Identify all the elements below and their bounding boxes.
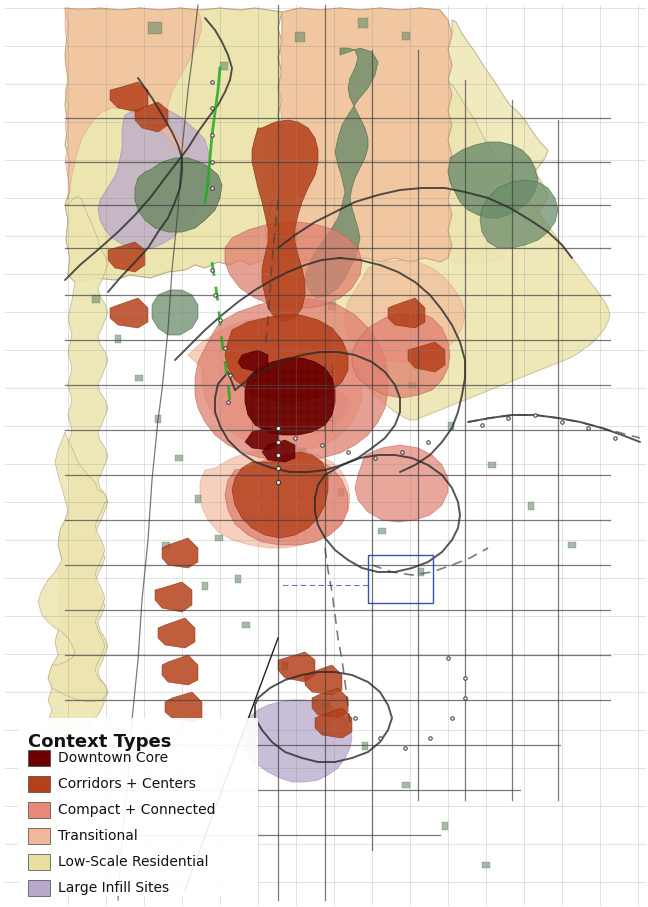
Polygon shape <box>305 48 378 298</box>
Bar <box>235 575 241 583</box>
Bar <box>92 295 100 303</box>
Bar <box>242 622 250 628</box>
Polygon shape <box>232 452 328 538</box>
Text: Low-Scale Residential: Low-Scale Residential <box>58 855 209 869</box>
Polygon shape <box>48 196 108 752</box>
Text: Transitional: Transitional <box>58 829 138 843</box>
Bar <box>482 862 490 868</box>
Bar <box>568 542 576 548</box>
Polygon shape <box>245 358 335 435</box>
Bar <box>28 750 50 766</box>
Polygon shape <box>155 582 192 612</box>
Bar <box>195 495 201 503</box>
Polygon shape <box>135 102 168 132</box>
Polygon shape <box>188 318 362 450</box>
Polygon shape <box>65 8 282 282</box>
Polygon shape <box>480 180 558 248</box>
Bar <box>115 335 121 343</box>
Polygon shape <box>448 142 538 218</box>
Polygon shape <box>265 8 452 262</box>
Bar <box>215 535 223 541</box>
Bar <box>135 375 143 381</box>
Polygon shape <box>135 158 222 232</box>
Polygon shape <box>315 708 352 738</box>
Bar <box>28 828 50 844</box>
Bar <box>298 448 306 454</box>
Polygon shape <box>278 652 315 682</box>
Bar <box>175 455 183 461</box>
Polygon shape <box>262 440 295 462</box>
Bar <box>358 18 368 28</box>
Text: Compact + Connected: Compact + Connected <box>58 803 216 817</box>
Bar <box>202 582 208 590</box>
Bar <box>338 488 344 496</box>
Polygon shape <box>65 8 222 232</box>
Bar <box>148 22 162 34</box>
Polygon shape <box>110 298 148 328</box>
Bar <box>528 502 534 510</box>
Text: Downtown Core: Downtown Core <box>58 751 168 765</box>
FancyBboxPatch shape <box>18 718 258 896</box>
Bar <box>162 542 170 548</box>
Bar <box>368 555 433 603</box>
Polygon shape <box>388 298 425 328</box>
Polygon shape <box>355 445 448 522</box>
Polygon shape <box>110 82 148 112</box>
Polygon shape <box>312 688 348 718</box>
Bar <box>402 32 410 40</box>
Polygon shape <box>98 105 210 250</box>
Bar <box>488 462 496 468</box>
Polygon shape <box>162 655 198 685</box>
Polygon shape <box>225 315 348 402</box>
Bar <box>28 880 50 896</box>
Polygon shape <box>408 342 445 372</box>
Bar <box>378 528 386 534</box>
Text: Context Types: Context Types <box>28 733 171 751</box>
Bar <box>295 32 305 42</box>
Bar <box>28 802 50 818</box>
Text: Large Infill Sites: Large Infill Sites <box>58 881 169 895</box>
Polygon shape <box>238 350 268 372</box>
Bar <box>220 62 228 70</box>
Polygon shape <box>165 692 202 722</box>
Polygon shape <box>108 242 145 272</box>
Bar <box>448 422 454 430</box>
Polygon shape <box>252 120 318 322</box>
Bar <box>28 854 50 870</box>
Polygon shape <box>162 538 198 568</box>
Polygon shape <box>278 80 610 420</box>
Polygon shape <box>195 298 388 460</box>
Polygon shape <box>225 222 362 308</box>
Polygon shape <box>245 428 278 450</box>
Bar <box>322 702 330 708</box>
Polygon shape <box>448 20 548 265</box>
Polygon shape <box>302 388 348 425</box>
Polygon shape <box>278 8 452 262</box>
Polygon shape <box>242 700 352 782</box>
Bar <box>368 342 374 350</box>
Bar <box>418 568 424 576</box>
Polygon shape <box>158 618 195 648</box>
Bar <box>282 662 288 670</box>
Bar <box>328 302 336 310</box>
Polygon shape <box>38 432 108 702</box>
Polygon shape <box>305 665 342 695</box>
Polygon shape <box>345 260 465 362</box>
Polygon shape <box>225 455 348 545</box>
Bar <box>408 382 416 388</box>
Polygon shape <box>352 312 450 398</box>
Bar <box>402 782 410 788</box>
Bar <box>28 776 50 792</box>
Bar <box>155 415 161 423</box>
Text: Corridors + Centers: Corridors + Centers <box>58 777 196 791</box>
Polygon shape <box>200 448 350 548</box>
Polygon shape <box>152 290 198 335</box>
Bar <box>362 742 368 750</box>
Bar <box>442 822 448 830</box>
